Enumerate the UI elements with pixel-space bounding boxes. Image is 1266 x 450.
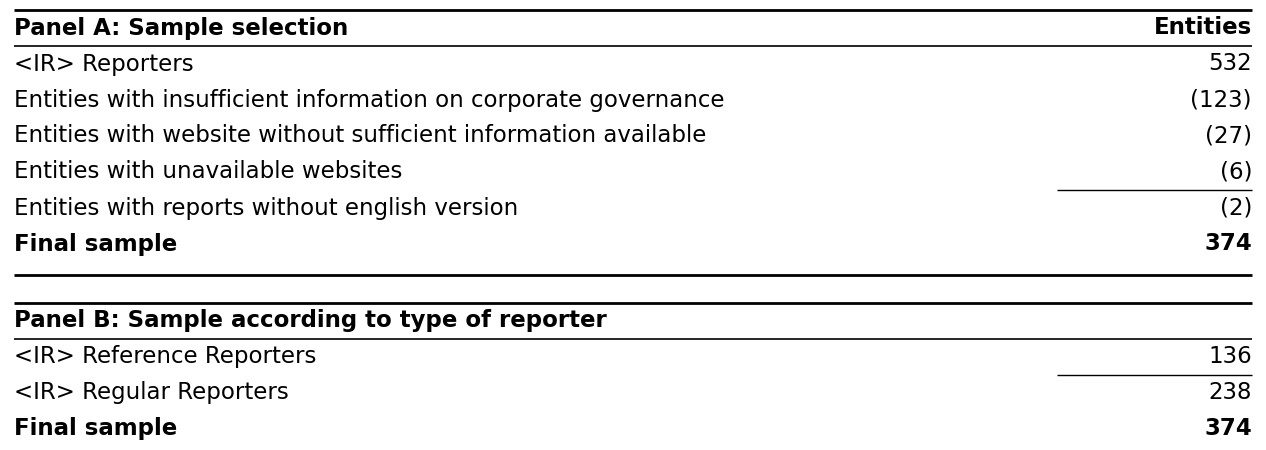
Text: <IR> Reference Reporters: <IR> Reference Reporters (14, 345, 316, 368)
Text: (2): (2) (1219, 197, 1252, 220)
Text: 136: 136 (1208, 345, 1252, 368)
Text: 374: 374 (1204, 233, 1252, 256)
Text: Entities with reports without english version: Entities with reports without english ve… (14, 197, 518, 220)
Text: 238: 238 (1209, 381, 1252, 404)
Text: Final sample: Final sample (14, 233, 177, 256)
Text: Panel B: Sample according to type of reporter: Panel B: Sample according to type of rep… (14, 309, 606, 332)
Text: (27): (27) (1205, 125, 1252, 148)
Text: Final sample: Final sample (14, 417, 177, 440)
Text: (6): (6) (1219, 161, 1252, 184)
Text: Entities with unavailable websites: Entities with unavailable websites (14, 161, 403, 184)
Text: <IR> Regular Reporters: <IR> Regular Reporters (14, 381, 289, 404)
Text: Entities with insufficient information on corporate governance: Entities with insufficient information o… (14, 89, 724, 112)
Text: (123): (123) (1190, 89, 1252, 112)
Text: Entities: Entities (1153, 17, 1252, 40)
Text: 532: 532 (1208, 53, 1252, 76)
Text: 374: 374 (1204, 417, 1252, 440)
Text: Panel A: Sample selection: Panel A: Sample selection (14, 17, 348, 40)
Text: Entities with website without sufficient information available: Entities with website without sufficient… (14, 125, 706, 148)
Text: <IR> Reporters: <IR> Reporters (14, 53, 194, 76)
